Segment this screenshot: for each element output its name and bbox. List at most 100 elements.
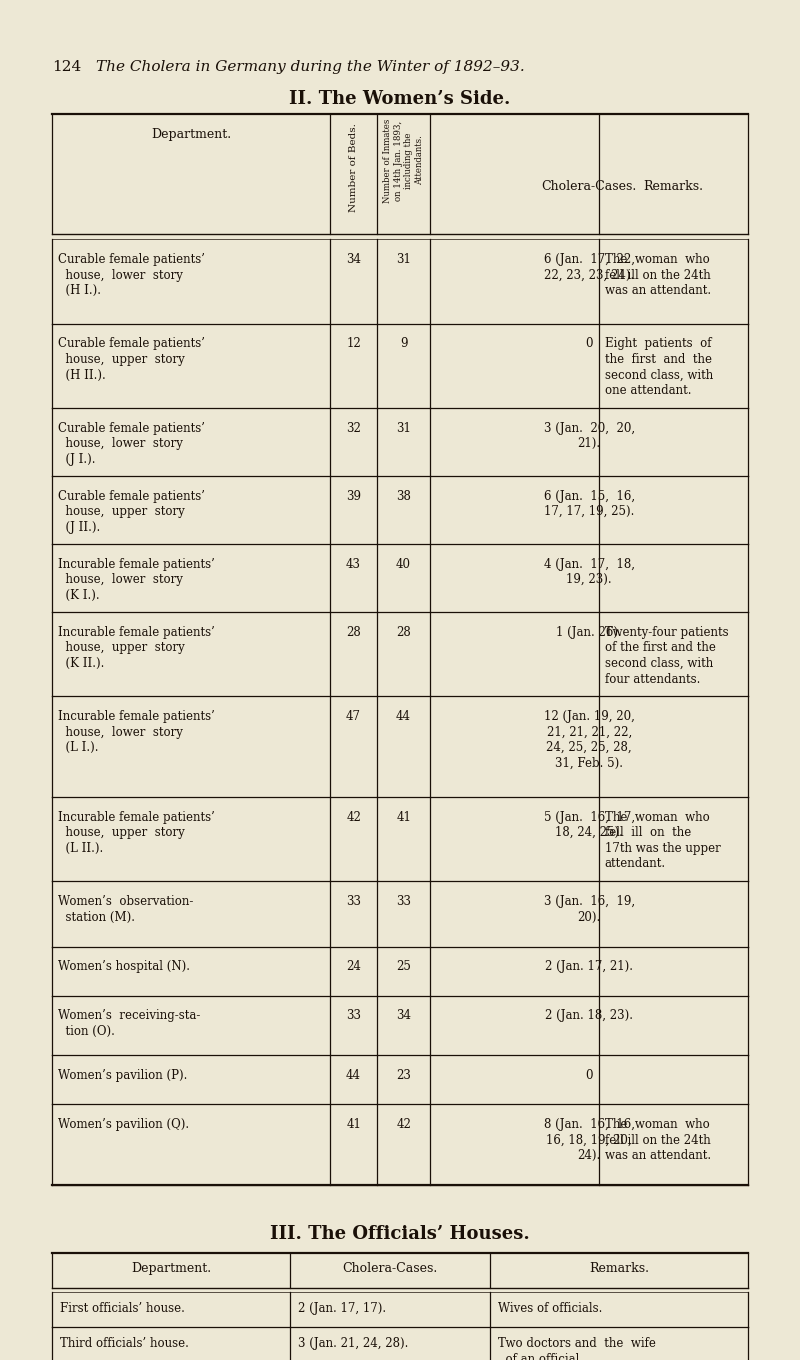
Text: 5 (Jan.  16,  17,: 5 (Jan. 16, 17, xyxy=(544,811,634,824)
Text: Eight  patients  of: Eight patients of xyxy=(605,337,711,351)
Text: Curable female patients’: Curable female patients’ xyxy=(58,490,205,503)
Text: Incurable female patients’: Incurable female patients’ xyxy=(58,811,214,824)
Text: 2 (Jan. 17, 17).: 2 (Jan. 17, 17). xyxy=(298,1302,386,1315)
Text: 34: 34 xyxy=(396,1009,411,1023)
Text: (J I.).: (J I.). xyxy=(58,453,95,466)
Text: Department.: Department. xyxy=(131,1262,211,1276)
Text: one attendant.: one attendant. xyxy=(605,384,691,397)
Text: Remarks.: Remarks. xyxy=(643,180,704,193)
Text: 42: 42 xyxy=(346,811,361,824)
Text: 3 (Jan. 21, 24, 28).: 3 (Jan. 21, 24, 28). xyxy=(298,1337,409,1350)
Text: house,  upper  story: house, upper story xyxy=(58,642,184,654)
Text: second class, with: second class, with xyxy=(605,369,713,382)
Text: 41: 41 xyxy=(346,1118,361,1132)
Text: 33: 33 xyxy=(346,1009,361,1023)
Text: 24: 24 xyxy=(346,960,361,974)
Text: house,  upper  story: house, upper story xyxy=(58,506,184,518)
Text: Cholera-Cases.: Cholera-Cases. xyxy=(342,1262,438,1276)
Text: was an attendant.: was an attendant. xyxy=(605,1149,711,1163)
Text: 33: 33 xyxy=(346,895,361,908)
Text: 6 (Jan.  15,  16,: 6 (Jan. 15, 16, xyxy=(544,490,634,503)
Text: Women’s  receiving-sta-: Women’s receiving-sta- xyxy=(58,1009,200,1023)
Text: III. The Officials’ Houses.: III. The Officials’ Houses. xyxy=(270,1225,530,1243)
Text: 47: 47 xyxy=(346,710,361,724)
Text: tion (O).: tion (O). xyxy=(58,1025,114,1038)
Text: house,  upper  story: house, upper story xyxy=(58,827,184,839)
Text: 21).: 21). xyxy=(578,438,601,450)
Text: The  woman  who: The woman who xyxy=(605,1118,710,1132)
Text: (H II.).: (H II.). xyxy=(58,369,106,382)
Text: 16, 18, 19, 20,: 16, 18, 19, 20, xyxy=(546,1134,632,1146)
Text: station (M).: station (M). xyxy=(58,911,134,923)
Text: was an attendant.: was an attendant. xyxy=(605,284,711,298)
Text: The  woman  who: The woman who xyxy=(605,253,710,267)
Text: (H I.).: (H I.). xyxy=(58,284,101,298)
Text: First officials’ house.: First officials’ house. xyxy=(60,1302,185,1315)
Text: 6 (Jan.  17,  22,: 6 (Jan. 17, 22, xyxy=(544,253,634,267)
Text: 44: 44 xyxy=(346,1069,361,1083)
Text: 38: 38 xyxy=(396,490,411,503)
Text: fell  ill  on  the: fell ill on the xyxy=(605,827,691,839)
Text: 31, Feb. 5).: 31, Feb. 5). xyxy=(555,758,623,770)
Text: 4 (Jan.  17,  18,: 4 (Jan. 17, 18, xyxy=(544,558,634,571)
Text: fell ill on the 24th: fell ill on the 24th xyxy=(605,268,710,282)
Text: II. The Women’s Side.: II. The Women’s Side. xyxy=(290,90,510,107)
Text: 20).: 20). xyxy=(578,911,601,923)
Text: (L II.).: (L II.). xyxy=(58,842,103,855)
Text: second class, with: second class, with xyxy=(605,657,713,670)
Text: (K II.).: (K II.). xyxy=(58,657,104,670)
Text: 31: 31 xyxy=(396,422,411,435)
Text: 34: 34 xyxy=(346,253,361,267)
Text: the  first  and  the: the first and the xyxy=(605,352,712,366)
Text: 28: 28 xyxy=(396,626,411,639)
Text: 31: 31 xyxy=(396,253,411,267)
Text: 1 (Jan. 26).: 1 (Jan. 26). xyxy=(556,626,622,639)
Text: Incurable female patients’: Incurable female patients’ xyxy=(58,626,214,639)
Text: 42: 42 xyxy=(396,1118,411,1132)
Text: Remarks.: Remarks. xyxy=(589,1262,649,1276)
Text: 0: 0 xyxy=(586,337,593,351)
Text: 12 (Jan. 19, 20,: 12 (Jan. 19, 20, xyxy=(544,710,634,724)
Text: 124: 124 xyxy=(52,60,82,73)
Text: house,  lower  story: house, lower story xyxy=(58,268,182,282)
Text: 17, 17, 19, 25).: 17, 17, 19, 25). xyxy=(544,506,634,518)
Text: 2 (Jan. 18, 23).: 2 (Jan. 18, 23). xyxy=(546,1009,634,1023)
Text: house,  lower  story: house, lower story xyxy=(58,574,182,586)
Text: Women’s pavilion (Q).: Women’s pavilion (Q). xyxy=(58,1118,189,1132)
Text: Curable female patients’: Curable female patients’ xyxy=(58,253,205,267)
Text: 44: 44 xyxy=(396,710,411,724)
Text: Incurable female patients’: Incurable female patients’ xyxy=(58,710,214,724)
Text: 8 (Jan.  16,  16,: 8 (Jan. 16, 16, xyxy=(544,1118,634,1132)
Text: 24).: 24). xyxy=(578,1149,601,1163)
Text: attendant.: attendant. xyxy=(605,858,666,870)
Text: 9: 9 xyxy=(400,337,407,351)
Text: house,  lower  story: house, lower story xyxy=(58,726,182,738)
Text: 28: 28 xyxy=(346,626,361,639)
Text: 12: 12 xyxy=(346,337,361,351)
Text: 19, 23).: 19, 23). xyxy=(566,574,612,586)
Text: fell ill on the 24th: fell ill on the 24th xyxy=(605,1134,710,1146)
Text: 23: 23 xyxy=(396,1069,411,1083)
Text: 21, 21, 21, 22,: 21, 21, 21, 22, xyxy=(546,726,632,738)
Text: 32: 32 xyxy=(346,422,361,435)
Text: Wives of officials.: Wives of officials. xyxy=(498,1302,602,1315)
Text: Number of Inmates
on 14th Jan. 1893,
including the
Attendants.: Number of Inmates on 14th Jan. 1893, inc… xyxy=(383,118,424,203)
Text: The  woman  who: The woman who xyxy=(605,811,710,824)
Text: Women’s pavilion (P).: Women’s pavilion (P). xyxy=(58,1069,187,1083)
Text: 0: 0 xyxy=(586,1069,593,1083)
Text: 43: 43 xyxy=(346,558,361,571)
Text: 3 (Jan.  20,  20,: 3 (Jan. 20, 20, xyxy=(544,422,634,435)
Text: Women’s hospital (N).: Women’s hospital (N). xyxy=(58,960,190,974)
Text: Third officials’ house.: Third officials’ house. xyxy=(60,1337,189,1350)
Text: 18, 24, 25).: 18, 24, 25). xyxy=(555,827,623,839)
Text: Number of Beds.: Number of Beds. xyxy=(349,122,358,212)
Text: (K I.).: (K I.). xyxy=(58,589,99,602)
Text: Twenty-four patients: Twenty-four patients xyxy=(605,626,729,639)
Text: Curable female patients’: Curable female patients’ xyxy=(58,337,205,351)
Text: 25: 25 xyxy=(396,960,411,974)
Text: 2 (Jan. 17, 21).: 2 (Jan. 17, 21). xyxy=(546,960,634,974)
Text: 33: 33 xyxy=(396,895,411,908)
Text: 41: 41 xyxy=(396,811,411,824)
Text: Department.: Department. xyxy=(151,128,231,141)
Text: of the first and the: of the first and the xyxy=(605,642,716,654)
